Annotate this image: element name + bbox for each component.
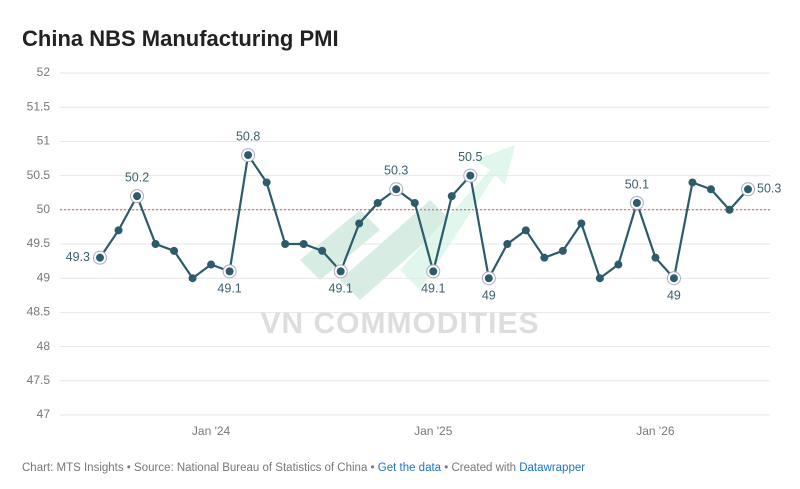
data-label: 50.8 (236, 129, 260, 143)
y-tick-label: 51.5 (27, 99, 51, 113)
point (96, 253, 104, 262)
point (447, 192, 456, 201)
point (225, 267, 234, 276)
point (484, 274, 493, 283)
point (410, 198, 419, 207)
y-tick-label: 50.5 (27, 168, 51, 182)
point (521, 226, 530, 235)
point (744, 185, 752, 194)
data-label: 50.3 (384, 164, 408, 178)
point (540, 253, 549, 262)
point (188, 274, 197, 283)
point (669, 274, 678, 283)
y-tick-label: 48.5 (27, 305, 51, 319)
y-tick-label: 48 (37, 339, 51, 353)
x-tick-label: Jan '25 (414, 424, 453, 438)
data-label: 49 (482, 288, 496, 302)
data-label: 49.1 (217, 282, 241, 296)
y-tick-label: 49 (37, 270, 51, 284)
y-tick-label: 47.5 (27, 373, 51, 387)
point (170, 246, 179, 255)
point (299, 240, 308, 248)
point (133, 192, 142, 201)
point (281, 240, 290, 248)
data-label: 50.1 (625, 177, 649, 191)
point (244, 151, 253, 160)
point (114, 226, 123, 235)
footer-text: • Created with (441, 462, 519, 474)
point (392, 185, 401, 194)
point (725, 205, 734, 214)
chart-title: China NBS Manufacturing PMI (22, 26, 339, 51)
data-label: 50.2 (125, 170, 149, 184)
data-link[interactable]: Get the data (378, 462, 442, 474)
point (355, 219, 364, 228)
footer-text: Chart: MTS Insights • Source: National B… (22, 462, 378, 474)
footer: Chart: MTS Insights • Source: National B… (22, 462, 585, 474)
point (558, 246, 567, 255)
point (614, 260, 623, 269)
data-label: 49.3 (66, 250, 90, 264)
point (688, 178, 697, 187)
y-tick-label: 50 (37, 202, 51, 216)
point (466, 171, 475, 180)
data-label: 49.1 (421, 282, 445, 296)
datawrapper-link[interactable]: Datawrapper (519, 462, 585, 474)
point (151, 240, 160, 248)
data-label: 49.1 (329, 282, 353, 296)
x-tick-label: Jan '24 (192, 424, 231, 438)
y-tick-label: 47 (37, 407, 51, 421)
point (577, 219, 586, 228)
point (503, 240, 512, 248)
data-label: 50.5 (458, 150, 482, 164)
point (595, 274, 604, 283)
point (706, 185, 715, 194)
point (373, 198, 382, 207)
point (632, 198, 641, 207)
y-tick-label: 51 (37, 134, 51, 148)
point (336, 267, 345, 276)
point (651, 253, 660, 262)
watermark: VN COMMODITIES (260, 307, 539, 340)
y-tick-label: 49.5 (27, 236, 51, 250)
x-tick-label: Jan '26 (636, 424, 675, 438)
point (318, 246, 327, 255)
point (262, 178, 271, 187)
point (429, 267, 438, 276)
y-tick-label: 52 (37, 65, 51, 79)
data-label: 50.3 (757, 182, 781, 196)
data-label: 49 (667, 288, 681, 302)
point (207, 260, 216, 269)
